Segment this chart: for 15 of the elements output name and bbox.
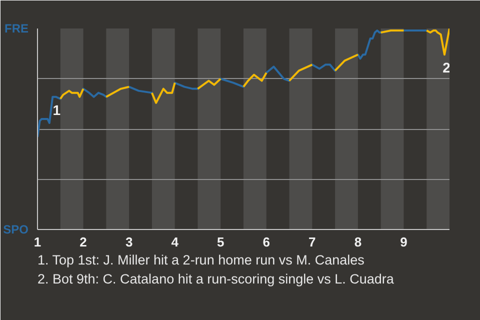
- annotation: 1: [52, 102, 61, 118]
- text: 2. Bot 9th: C. Catalano hit a run-scoring single vs L. Cuadra: [38, 272, 394, 286]
- x-tick-label: 5: [216, 234, 224, 250]
- text: FRE: [4, 22, 28, 36]
- x-tick-label: 8: [354, 234, 362, 250]
- x-tick-label: 1: [34, 234, 42, 250]
- x-tick-label: 4: [171, 234, 180, 250]
- text: 1. Top 1st: J. Miller hit a 2-run home run vs M. Canales: [38, 252, 365, 268]
- x-tick-label: 6: [262, 234, 270, 250]
- x-tick-label: 3: [125, 234, 133, 250]
- text: SPO: [3, 222, 28, 236]
- x-tick-label: 9: [400, 234, 408, 250]
- x-tick-label: 2: [80, 234, 87, 250]
- x-tick-label: 7: [308, 234, 316, 250]
- annotation: 2: [442, 60, 451, 76]
